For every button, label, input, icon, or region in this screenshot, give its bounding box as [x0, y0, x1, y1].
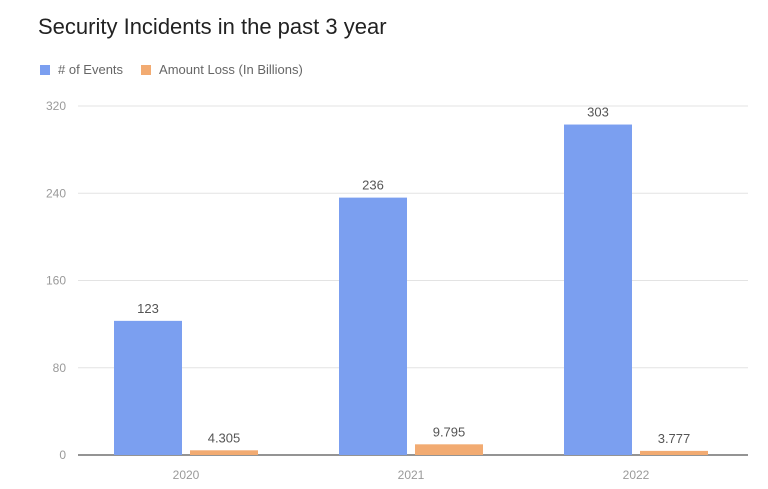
legend-item-events: # of Events: [40, 62, 123, 77]
bar-events-2022: [564, 124, 632, 456]
bar-loss-2021: [415, 444, 483, 455]
chart-title: Security Incidents in the past 3 year: [38, 14, 387, 39]
data-label-loss-2022: 3.777: [658, 431, 691, 446]
x-tick-label-2022: 2022: [623, 468, 650, 482]
y-tick-label-240: 240: [46, 186, 66, 200]
legend: # of Events Amount Loss (In Billions): [40, 62, 303, 77]
legend-swatch-events: [40, 64, 50, 75]
y-tick-label-80: 80: [53, 361, 67, 375]
legend-label-events: # of Events: [58, 62, 124, 77]
data-label-events-2020: 123: [137, 301, 159, 316]
data-label-loss-2021: 9.795: [433, 424, 466, 439]
bar-loss-2022: [640, 450, 708, 455]
y-tick-label-160: 160: [46, 274, 66, 288]
x-tick-label-2020: 2020: [173, 468, 200, 482]
y-tick-label-320: 320: [46, 99, 66, 113]
data-label-events-2021: 236: [362, 178, 384, 193]
data-label-events-2022: 303: [587, 105, 609, 120]
bar-events-2021: [339, 197, 407, 456]
x-tick-label-2021: 2021: [398, 468, 425, 482]
legend-label-loss: Amount Loss (In Billions): [159, 62, 303, 77]
bar-loss-2020: [190, 450, 258, 455]
y-tick-label-0: 0: [59, 448, 66, 462]
bar-events-2020: [114, 320, 182, 455]
legend-item-loss: Amount Loss (In Billions): [141, 62, 303, 77]
legend-swatch-loss: [141, 64, 152, 75]
data-label-loss-2020: 4.305: [208, 430, 241, 445]
